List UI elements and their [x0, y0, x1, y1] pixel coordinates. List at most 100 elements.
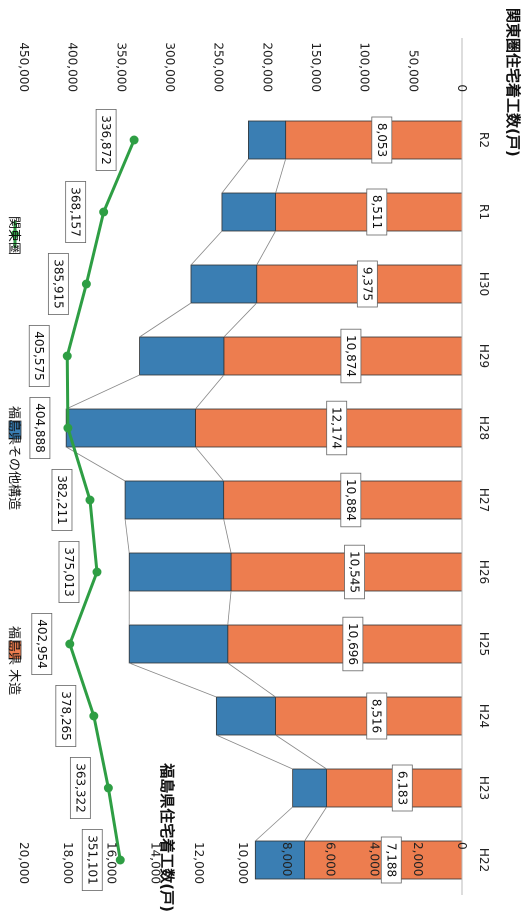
bar-label-box-H24: [366, 692, 388, 740]
category-label-H25: H25: [477, 632, 491, 656]
kanto-label-box-H25: [31, 613, 53, 676]
series-line-wood-5: [195, 446, 224, 482]
series-line-wood-2: [227, 662, 276, 698]
category-label-H30: H30: [477, 272, 491, 296]
bar-label-H24: 8,516: [370, 699, 384, 733]
legend: 福島県 木造 福島県その他構造 関東圏: [6, 216, 22, 695]
plot-area: 7,188 6,183 8,516 10,696 10,545 10,884 12,174 1…: [28, 38, 463, 895]
right-tick-5: 250,000: [212, 42, 226, 92]
right-tick-3: 150,000: [309, 42, 323, 92]
legend-label-kanto: 関東圏: [6, 216, 22, 255]
bar-label-R2: 8,053: [375, 123, 389, 157]
bar-label-box-H23: [391, 764, 413, 812]
bar-label-box-H28: [326, 400, 348, 456]
series-line-total-1: [216, 734, 293, 770]
kanto-point-H23: [103, 783, 113, 793]
right-tick-8: 400,000: [66, 42, 80, 92]
kanto-label-box-H29: [28, 324, 50, 387]
right-tick-4: 200,000: [260, 42, 274, 92]
right-tick-1: 50,000: [406, 50, 420, 92]
bar-other-H24: [215, 696, 276, 736]
kanto-label-box-H26: [58, 541, 80, 604]
bar-label-box-H30: [356, 260, 378, 308]
kanto-point-H22: [115, 855, 125, 865]
kanto-label-box-H23: [69, 757, 91, 820]
left-tick-10: 20,000: [17, 842, 31, 884]
bar-other-H25: [128, 624, 229, 664]
right-tick-2: 100,000: [358, 42, 372, 92]
series-line-total-2: [129, 662, 217, 698]
series-line-total-4: [124, 518, 130, 554]
category-label-H27: H27: [477, 488, 491, 512]
left-tick-7: 14,000: [148, 842, 162, 884]
left-axis-title: 福島県住宅着工数(戸): [158, 762, 176, 912]
series-line-wood-7: [223, 302, 257, 338]
kanto-label-H29: 405,575: [32, 331, 46, 381]
legend-label-wood: 福島県 木造: [6, 626, 21, 695]
bar-other-H26: [128, 552, 232, 592]
category-label-H26: H26: [477, 560, 491, 584]
series-line-total-0: [255, 806, 293, 842]
kanto-label-H24: 378,265: [59, 691, 73, 741]
category-label-H29: H29: [477, 344, 491, 368]
category-label-H23: H23: [477, 776, 491, 800]
left-tick-9: 18,000: [61, 842, 75, 884]
left-tick-0: 0: [455, 842, 469, 850]
kanto-label-R2: 336,872: [99, 115, 113, 165]
kanto-label-H22: 351,101: [85, 835, 99, 885]
bar-label-H23: 6,183: [395, 771, 409, 805]
kanto-label-H26: 375,013: [62, 547, 76, 597]
left-tick-3: 6,000: [324, 842, 338, 876]
legend-item-other: 福島県その他構造: [6, 406, 22, 510]
bar-label-box-H25: [342, 616, 364, 672]
bar-other-H29: [139, 336, 225, 376]
legend-swatch-wood: [8, 640, 22, 660]
kanto-label-H27: 382,211: [55, 475, 69, 525]
kanto-point-H24: [89, 711, 99, 721]
series-line-total-9: [221, 158, 249, 194]
left-tick-6: 12,000: [192, 842, 206, 884]
kanto-point-H29: [62, 351, 72, 361]
bar-other-H28: [65, 408, 196, 448]
bar-label-box-H26: [344, 544, 365, 600]
bar-label-H26: 10,545: [348, 551, 362, 593]
kanto-line: [65, 139, 136, 861]
series-line-wood-1: [275, 734, 327, 770]
bar-label-H22: 7,188: [384, 843, 398, 877]
series-line-wood-9: [275, 158, 287, 194]
legend-item-kanto: 関東圏: [6, 216, 22, 255]
legend-swatch-other: [8, 420, 22, 440]
right-tick-9: 450,000: [17, 42, 31, 92]
kanto-point-H30: [81, 279, 91, 289]
left-tick-2: 4,000: [367, 842, 381, 876]
category-label-H22: H22: [477, 848, 491, 872]
bar-label-box-H29: [340, 328, 362, 384]
kanto-label-H28: 404,888: [33, 403, 47, 453]
category-ticks: H22 H23 H24 H25 H26 H27 H28 H29 H30 R1 R2: [477, 132, 491, 872]
kanto-point-H28: [63, 423, 73, 433]
right-tick-6: 300,000: [163, 42, 177, 92]
bar-other-H27: [124, 480, 225, 520]
kanto-label-box-H22: [81, 829, 103, 892]
kanto-point-H26: [92, 567, 102, 577]
kanto-point-H25: [65, 639, 75, 649]
legend-label-other: 福島県その他構造: [6, 406, 21, 510]
bar-other-H23: [292, 768, 327, 808]
series-line-wood-0: [304, 806, 327, 842]
kanto-label-R1: 368,157: [69, 187, 83, 237]
category-label-H28: H28: [477, 416, 491, 440]
series-line-total-7: [139, 302, 192, 338]
bar-label-H30: 9,375: [360, 267, 374, 301]
bar-label-box-H27: [340, 472, 362, 528]
kanto-label-box-H27: [51, 468, 73, 531]
category-label-R1: R1: [477, 204, 491, 220]
right-tick-0: 0: [455, 84, 469, 92]
legend-marker-kanto: [11, 230, 19, 238]
category-label-R2: R2: [477, 132, 491, 148]
kanto-label-H23: 363,322: [73, 763, 87, 813]
kanto-point-R2: [129, 135, 139, 145]
bar-other-H30: [190, 264, 258, 304]
right-tick-7: 350,000: [114, 42, 128, 92]
series-line-wood-6: [195, 374, 225, 410]
